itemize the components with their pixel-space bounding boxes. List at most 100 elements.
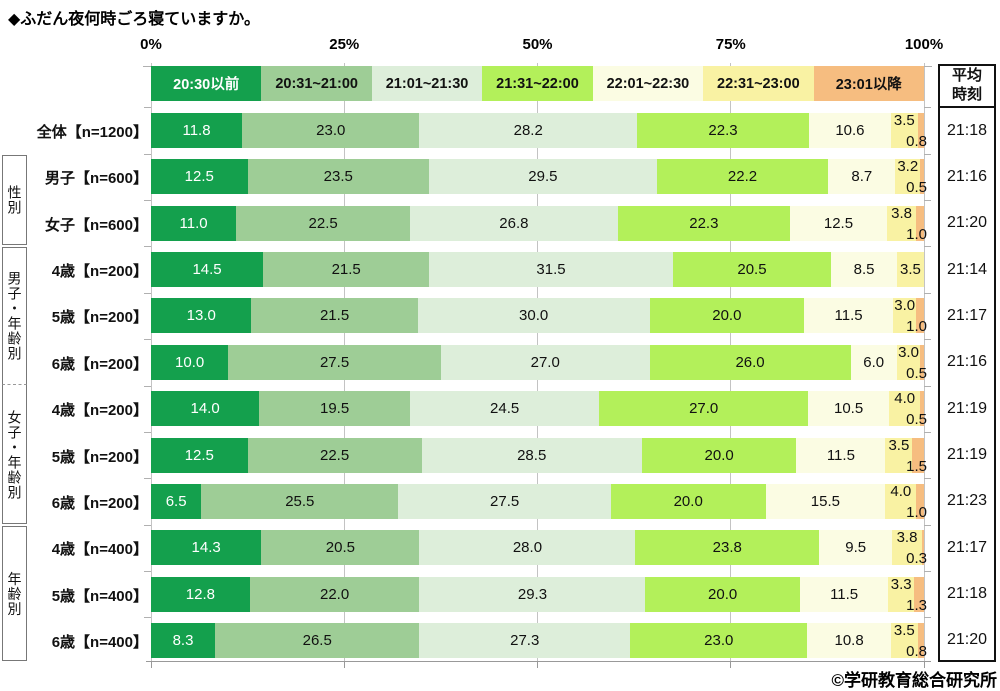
bar-segment: 12.5: [151, 159, 248, 195]
bar-segment: 14.3: [151, 530, 262, 566]
bar-segment-label: 22.2: [727, 168, 758, 186]
x-axis-tick: [343, 660, 345, 668]
legend-item: 21:01~21:30: [371, 66, 483, 101]
bar-segment: [888, 576, 914, 612]
bar-segment-label: 1.0: [906, 318, 927, 336]
bar-segment: 20.0: [641, 437, 797, 473]
bar-segment-label: 8.7: [851, 168, 873, 186]
avg-time-value: 21:17: [946, 306, 988, 324]
bar-segment: 10.6: [809, 113, 891, 148]
bar-row: 14.3 20.5 28.0 23.8 9.5 3.8 0.3: [151, 529, 927, 567]
legend-item: 21:31~22:00: [482, 66, 593, 101]
avg-time-value: 21:16: [946, 353, 988, 371]
row-label: 6歳【n=200】: [51, 494, 148, 512]
bar-segment-label: 6.0: [863, 353, 885, 371]
bar-segment: 22.5: [247, 437, 422, 473]
bar-segment: 11.8: [151, 113, 243, 148]
avg-time-value: 21:20: [946, 214, 988, 232]
bar-segment: 8.3: [151, 622, 216, 658]
bar-segment: 8.7: [828, 159, 896, 195]
bar-segment-label: 23.8: [712, 539, 742, 557]
bar-segment: 12.5: [790, 205, 887, 241]
bar-segment: 27.5: [398, 483, 611, 519]
bar-segment: [921, 530, 924, 566]
category-tick-right: [924, 107, 931, 109]
bar-segment: 28.2: [419, 113, 637, 148]
category-tick-left: [143, 524, 151, 526]
bar-segment-label: 13.0: [186, 307, 216, 325]
legend-item: 23:01以降: [813, 66, 924, 101]
category-tick-right: [924, 292, 931, 294]
bar-segment-label: 0.5: [906, 179, 927, 197]
bar-segment: [916, 483, 924, 519]
bar-segment-label: 14.3: [191, 539, 221, 557]
category-tick-left: [143, 107, 151, 109]
bar-segment: [912, 437, 924, 473]
bar-segment: 22.3: [637, 113, 810, 148]
bar-segment: [916, 298, 924, 334]
bar-segment: 26.0: [649, 344, 851, 380]
bar-segment: 11.0: [151, 205, 237, 241]
x-axis-line: [146, 660, 931, 662]
legend-item: 22:31~23:00: [703, 66, 814, 101]
bar-segment-label: 12.5: [184, 168, 214, 186]
bar-segment: 11.5: [799, 576, 889, 612]
category-tick-right: [924, 617, 931, 619]
bar-row: 14.5 21.5 31.5 20.5 8.5 3.5: [151, 252, 924, 288]
bar-segment: [917, 622, 924, 658]
bar-segment-label: 31.5: [536, 261, 566, 279]
bar-segment: 27.0: [440, 344, 650, 380]
bar-segment: 29.3: [419, 576, 646, 612]
category-tick-left: [143, 385, 151, 387]
bar-segment: 28.5: [421, 437, 642, 473]
x-axis-tick: [150, 660, 152, 668]
row-label: 6歳【n=200】: [51, 355, 148, 373]
bar-row: 12.8 22.0 29.3 20.0 11.5 3.3 1.3: [151, 575, 927, 614]
category-tick-left: [143, 570, 151, 572]
bar-segment-label: 9.5: [845, 539, 867, 557]
bar-segment-label: 1.5: [906, 457, 927, 475]
legend-item-label: 21:31~22:00: [496, 75, 579, 92]
bar-segment-label: 3.5: [893, 621, 915, 639]
bar-segment-label: 11.0: [179, 214, 208, 232]
category-tick-right: [924, 524, 931, 526]
avg-time-value: 21:18: [946, 585, 988, 603]
bar-segment: 10.8: [807, 622, 891, 658]
group-box-nenrei: [2, 525, 27, 662]
bar-segment: 20.0: [645, 576, 800, 612]
x-axis-tick: [923, 660, 925, 668]
category-tick-left: [143, 339, 151, 341]
bar-segment: 20.5: [672, 252, 832, 288]
group-label: 男子・年齢別: [6, 271, 23, 362]
avg-time-value: 21:19: [946, 446, 988, 464]
bar-segment-label: 28.2: [513, 122, 543, 139]
bar-row: 13.0 21.5 30.0 20.0 11.5 3.0 1.0: [151, 297, 927, 336]
bar-segment-label: 26.8: [499, 214, 529, 232]
category-tick-right: [924, 200, 931, 201]
x-axis-tick-label: 100%: [904, 36, 944, 53]
bar-segment: 23.0: [630, 622, 808, 658]
bar-segment-label: 22.0: [319, 585, 350, 603]
bar-segment: 10.5: [808, 391, 890, 427]
group-box-joshi-nenrei: [2, 385, 27, 524]
x-axis-tick-label: 50%: [522, 36, 553, 53]
bar-segment-label: 11.5: [834, 307, 863, 325]
avg-header-line1: 平均: [951, 67, 982, 84]
row-label: 全体【n=1200】: [36, 124, 148, 141]
category-tick-left: [143, 246, 151, 248]
bar-segment: [892, 530, 922, 566]
chart-title: ◆ふだん夜何時ごろ寝ていますか。: [8, 11, 260, 28]
bar-segment: 28.0: [419, 530, 636, 566]
bar-segment-label: 11.8: [182, 122, 211, 139]
group-box-danshi-nenrei: [2, 247, 27, 386]
bar-segment-label: 1.0: [906, 503, 927, 521]
bar-segment-label: 20.0: [704, 446, 734, 464]
category-tick-right: [924, 570, 931, 572]
bar-segment-label: 22.5: [308, 214, 338, 232]
bar-segment: 20.5: [261, 530, 420, 566]
bar-segment-label: 3.3: [890, 575, 912, 593]
bar-segment-label: 4.0: [890, 482, 912, 500]
bar-row: 12.5 23.5 29.5 22.2 8.7 3.2 0.5: [151, 158, 927, 197]
bar-segment: [920, 159, 924, 195]
bar-segment: [890, 622, 918, 658]
